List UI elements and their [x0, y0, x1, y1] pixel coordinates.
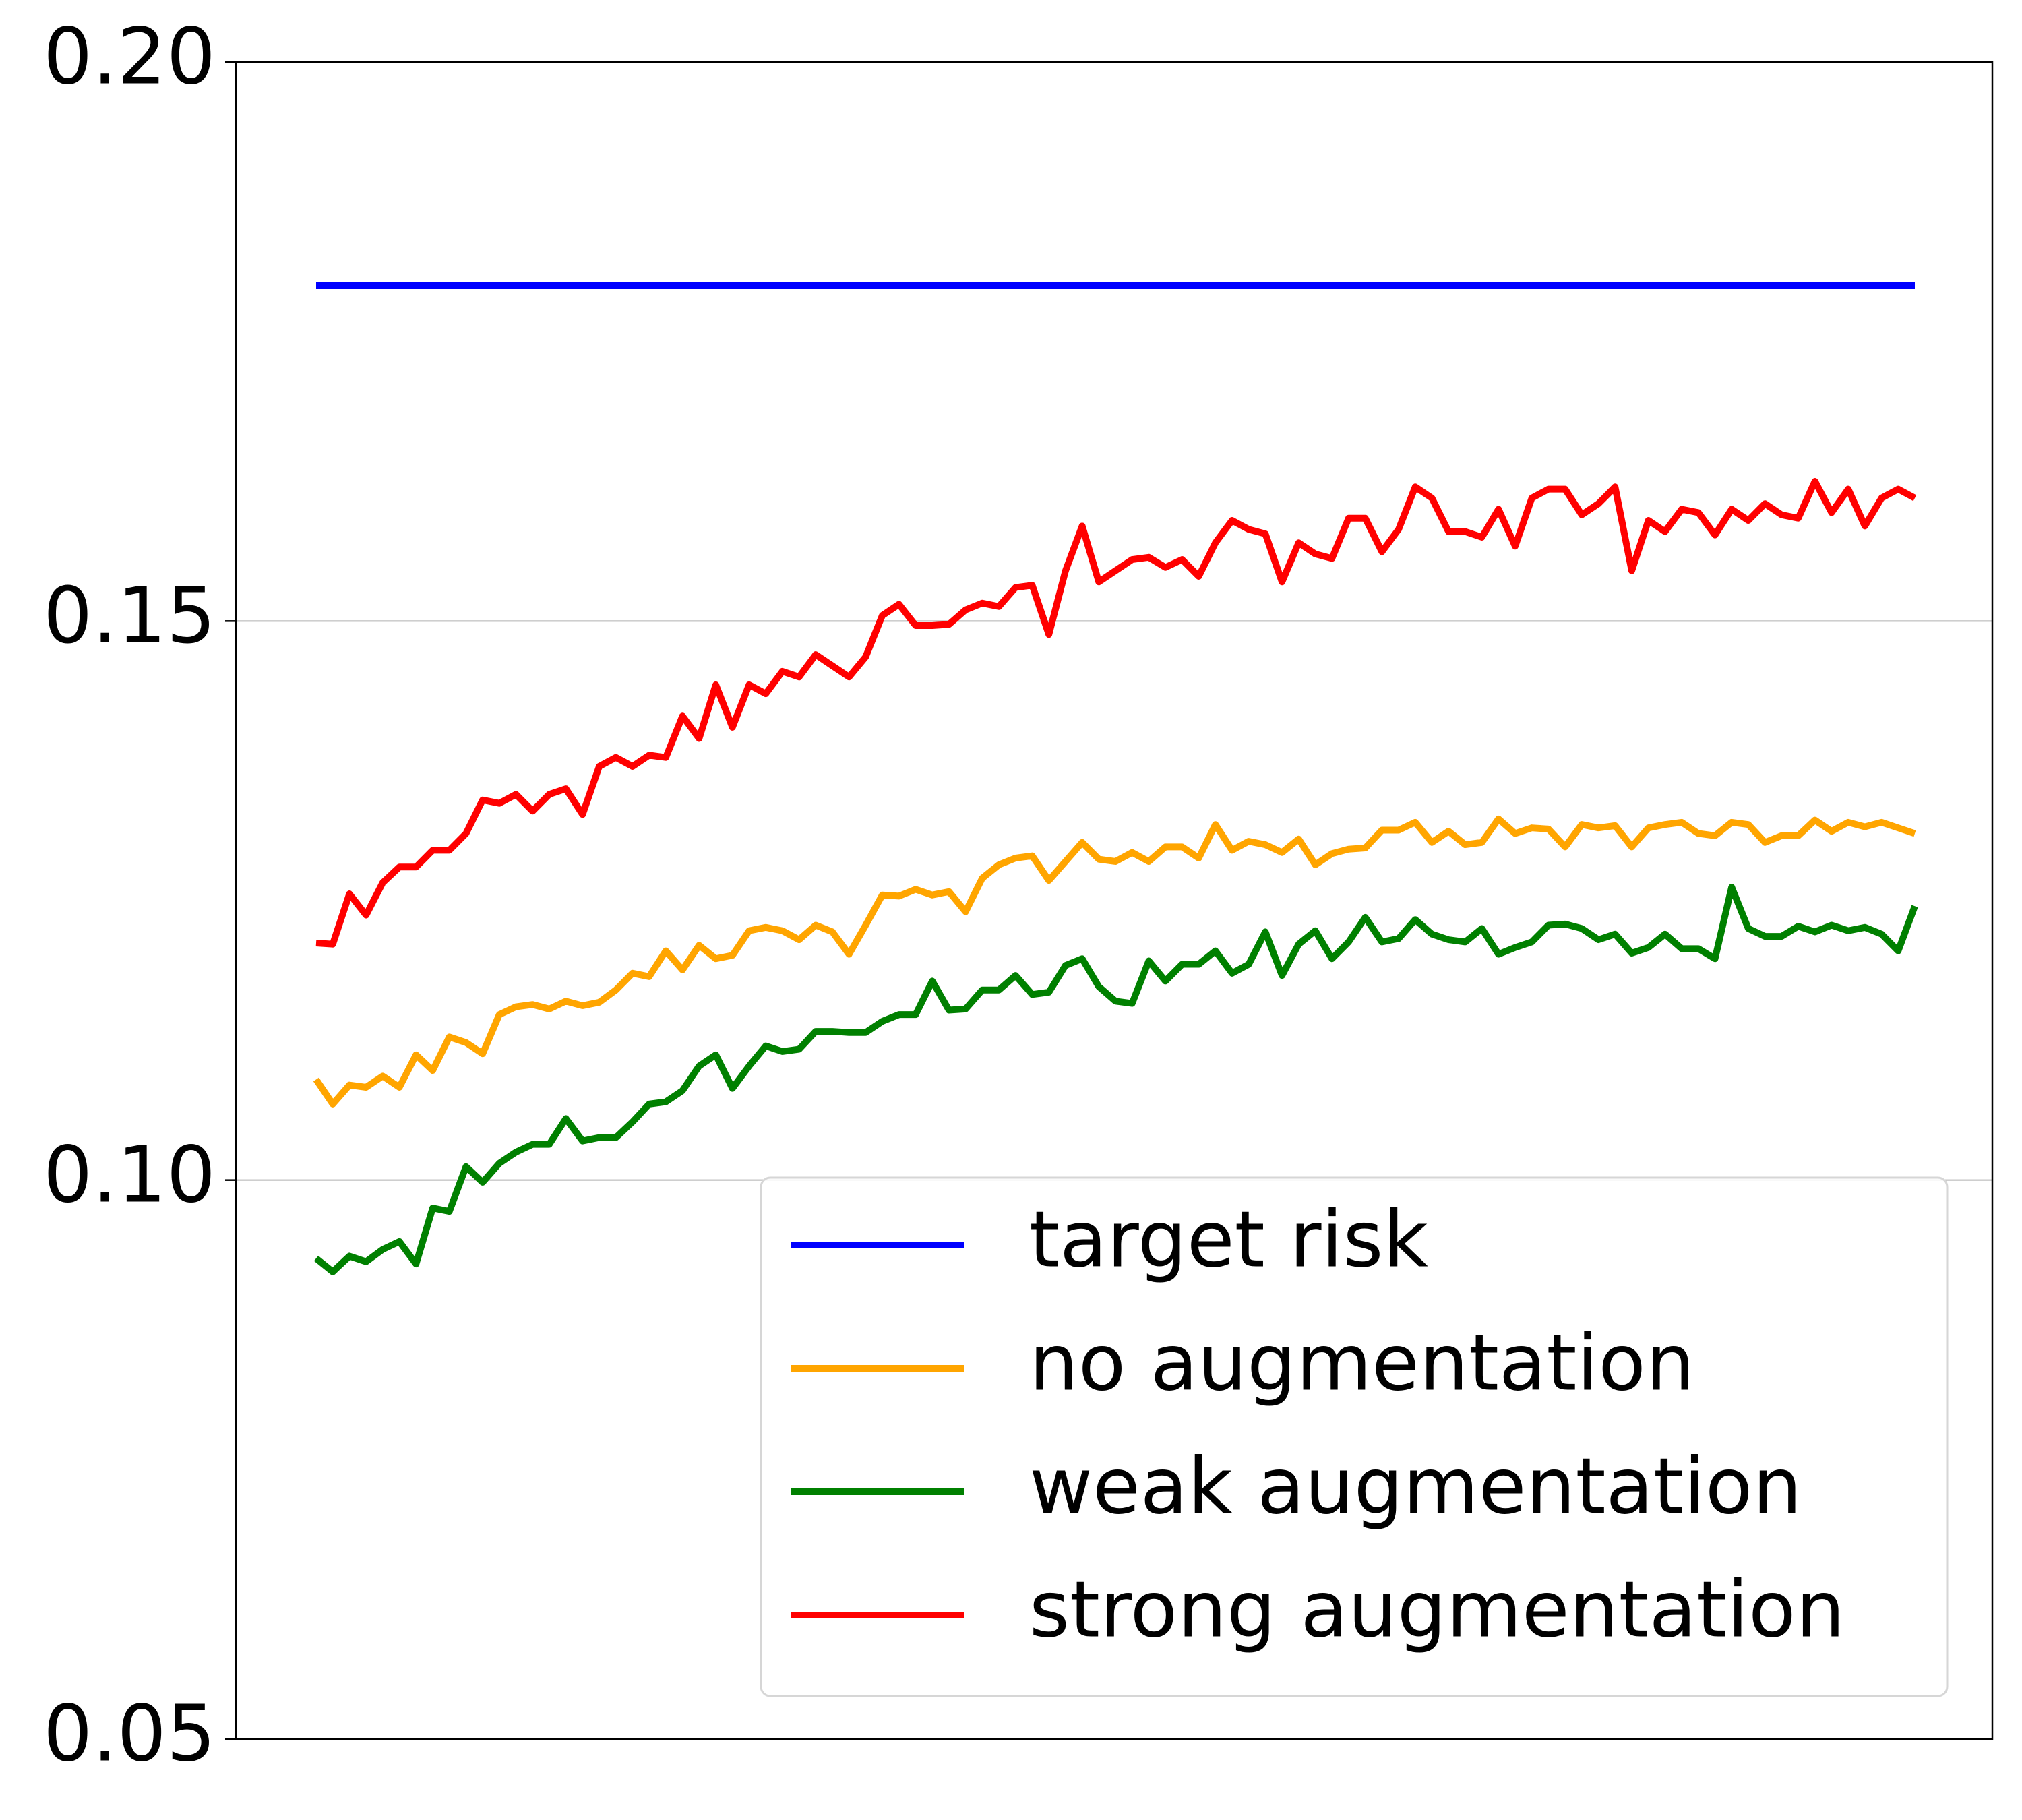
y-tick-label: 0.05 — [43, 1689, 216, 1780]
line-series — [313, 815, 1916, 1108]
legend-label: weak augmentation — [1029, 1442, 1802, 1532]
plot-frame — [235, 61, 1994, 1740]
y-tick-label: 0.15 — [43, 571, 216, 661]
y-tick-label: 0.20 — [43, 12, 216, 102]
legend-label: target risk — [1029, 1195, 1428, 1285]
line-series — [315, 478, 1917, 948]
legend-box — [760, 1176, 1949, 1697]
y-tick-label: 0.10 — [43, 1130, 216, 1220]
legend-label: no augmentation — [1029, 1318, 1695, 1409]
line-series — [313, 884, 1918, 1275]
legend-label: strong augmentation — [1029, 1565, 1845, 1656]
